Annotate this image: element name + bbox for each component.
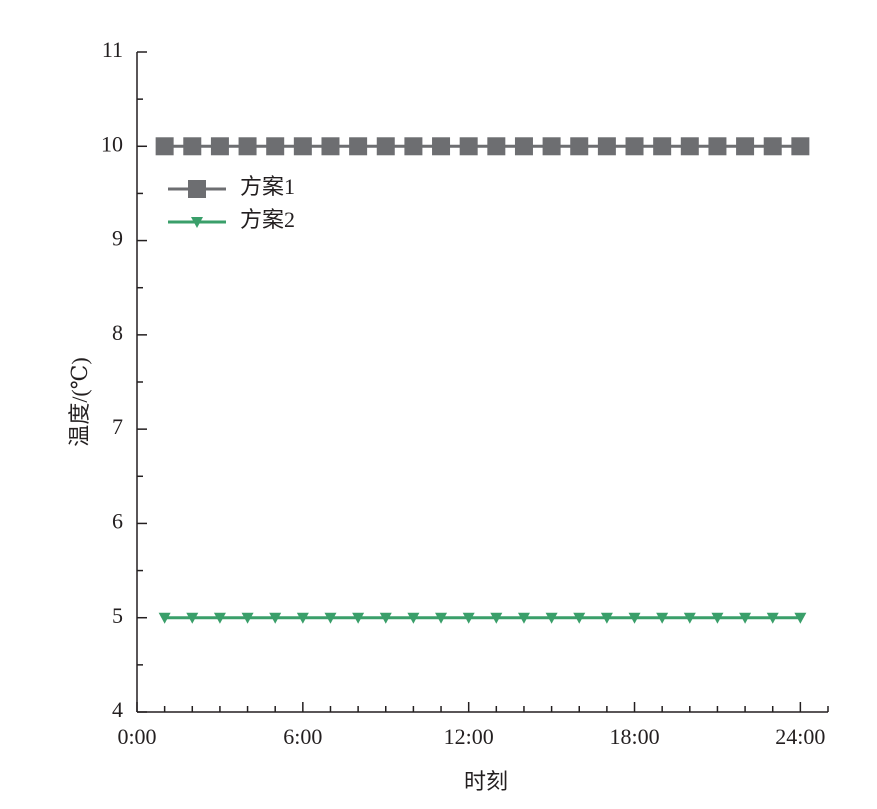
data-point (628, 612, 641, 624)
y-tick-label: 6 (112, 508, 123, 533)
x-tick-label: 6:00 (283, 724, 322, 749)
y-tick-label: 5 (112, 603, 123, 628)
data-point (155, 137, 174, 156)
x-tick-label: 24:00 (775, 724, 825, 749)
data-point (736, 137, 755, 156)
data-point (238, 137, 257, 156)
data-point (404, 137, 423, 156)
legend-marker (191, 217, 203, 228)
data-point (570, 137, 589, 156)
data-point (794, 612, 807, 624)
data-point (296, 612, 309, 624)
data-point (597, 137, 616, 156)
legend-label: 方案2 (240, 207, 295, 232)
data-point (183, 137, 202, 156)
y-tick-label: 11 (102, 37, 123, 62)
data-point (487, 137, 506, 156)
y-tick-label: 9 (112, 226, 123, 251)
data-point (542, 137, 561, 156)
data-point (213, 612, 226, 624)
data-point (514, 137, 533, 156)
data-point (158, 612, 171, 624)
x-tick-label: 12:00 (444, 724, 494, 749)
data-point (432, 137, 451, 156)
data-point (324, 612, 337, 624)
y-tick-label: 8 (112, 320, 123, 345)
data-point (625, 137, 644, 156)
data-point (462, 612, 475, 624)
data-point (766, 612, 779, 624)
x-axis-label: 时刻 (464, 769, 508, 794)
y-tick-label: 4 (112, 697, 123, 722)
data-point (459, 137, 478, 156)
data-point (791, 137, 810, 156)
data-point (379, 612, 392, 624)
data-point (517, 612, 530, 624)
data-point (656, 612, 669, 624)
y-tick-label: 7 (112, 414, 123, 439)
data-point (269, 612, 282, 624)
data-point (680, 137, 699, 156)
data-point (739, 612, 752, 624)
data-point (407, 612, 420, 624)
legend-label: 方案1 (240, 174, 295, 199)
x-tick-label: 0:00 (117, 724, 156, 749)
data-point (708, 137, 727, 156)
legend-marker (188, 180, 206, 198)
y-axis-label: 温度/(℃) (67, 357, 92, 446)
data-point (352, 612, 365, 624)
data-point (683, 612, 696, 624)
data-point (545, 612, 558, 624)
data-point (349, 137, 368, 156)
data-point (653, 137, 672, 156)
data-point (711, 612, 724, 624)
data-point (321, 137, 340, 156)
data-point (293, 137, 312, 156)
data-point (600, 612, 613, 624)
data-point (435, 612, 448, 624)
data-point (490, 612, 503, 624)
data-point (266, 137, 285, 156)
data-point (241, 612, 254, 624)
data-point (376, 137, 395, 156)
x-tick-label: 18:00 (609, 724, 659, 749)
data-point (763, 137, 782, 156)
data-point (186, 612, 199, 624)
data-point (573, 612, 586, 624)
y-tick-label: 10 (101, 131, 123, 156)
data-point (210, 137, 229, 156)
